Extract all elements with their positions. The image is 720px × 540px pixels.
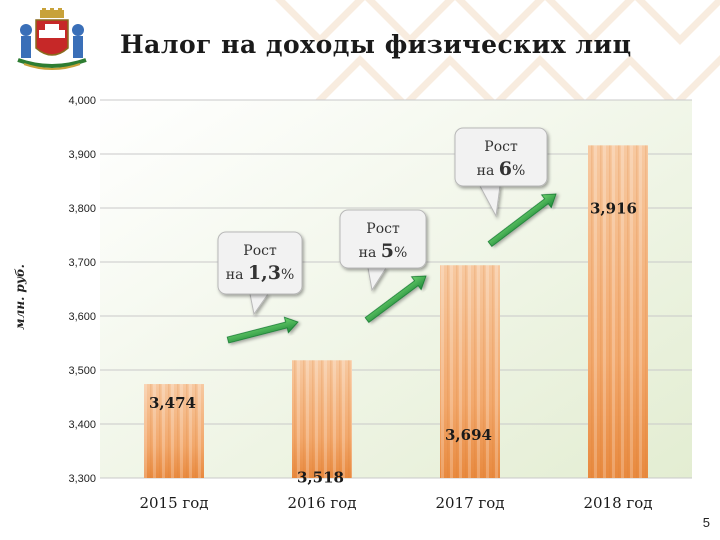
growth-callout: Рост на 1,3% <box>217 231 303 316</box>
y-tick-label: 3,300 <box>68 473 96 485</box>
arrow-shape <box>364 275 427 323</box>
callout-box <box>339 209 427 269</box>
bar-texture <box>440 265 500 478</box>
y-tick-label: 3,400 <box>68 419 96 431</box>
x-tick-labels: 2015 год 2016 год 2017 год 2018 год <box>139 494 652 512</box>
x-tick-label: 2016 год <box>287 494 356 512</box>
callout-value: на 1,3% <box>226 262 295 284</box>
growth-callouts: Рост на 1,3% Рост на 5% Рост на 6% <box>217 127 557 344</box>
bars: 3,474 3,518 3,694 3,916 <box>144 145 648 486</box>
data-label: 3,474 <box>149 394 196 412</box>
page-title: Налог на доходы физических лиц <box>120 30 632 59</box>
growth-arrow-icon <box>226 316 299 344</box>
callout-title: Рост <box>243 243 277 259</box>
y-tick-labels: 3,300 3,400 3,500 3,600 3,700 3,800 3,900 4,000 <box>68 95 96 485</box>
background-decoration <box>275 0 720 110</box>
callout-title: Рост <box>366 221 400 237</box>
callout-title: Рост <box>484 139 518 155</box>
growth-callout: Рост на 6% <box>454 127 548 218</box>
callout-value: на 6% <box>477 158 526 180</box>
growth-callout: Рост на 5% <box>339 209 427 292</box>
growth-arrow-icon <box>487 193 557 247</box>
growth-arrow-icon <box>364 275 427 323</box>
y-tick-label: 3,800 <box>68 203 96 215</box>
data-label: 3,694 <box>445 426 492 444</box>
bar-texture <box>292 360 352 478</box>
callout-value: на 5% <box>359 240 408 262</box>
data-label: 3,518 <box>297 468 344 486</box>
x-tick-label: 2018 год <box>583 494 652 512</box>
bar-texture <box>144 384 204 478</box>
data-label: 3,916 <box>590 199 637 217</box>
callout-box <box>454 127 548 187</box>
callout-box <box>217 231 303 295</box>
x-tick-label: 2017 год <box>435 494 504 512</box>
arrow-shape <box>487 193 557 247</box>
bar-texture <box>588 145 648 479</box>
city-coat-of-arms-icon <box>17 8 87 70</box>
arrow-shape <box>226 316 299 344</box>
y-tick-label: 3,500 <box>68 365 96 377</box>
y-tick-label: 4,000 <box>68 95 96 107</box>
y-tick-label: 3,600 <box>68 311 96 323</box>
x-tick-label: 2015 год <box>139 494 208 512</box>
y-tick-label: 3,900 <box>68 149 96 161</box>
y-tick-label: 3,700 <box>68 257 96 269</box>
page-number: 5 <box>702 515 710 530</box>
